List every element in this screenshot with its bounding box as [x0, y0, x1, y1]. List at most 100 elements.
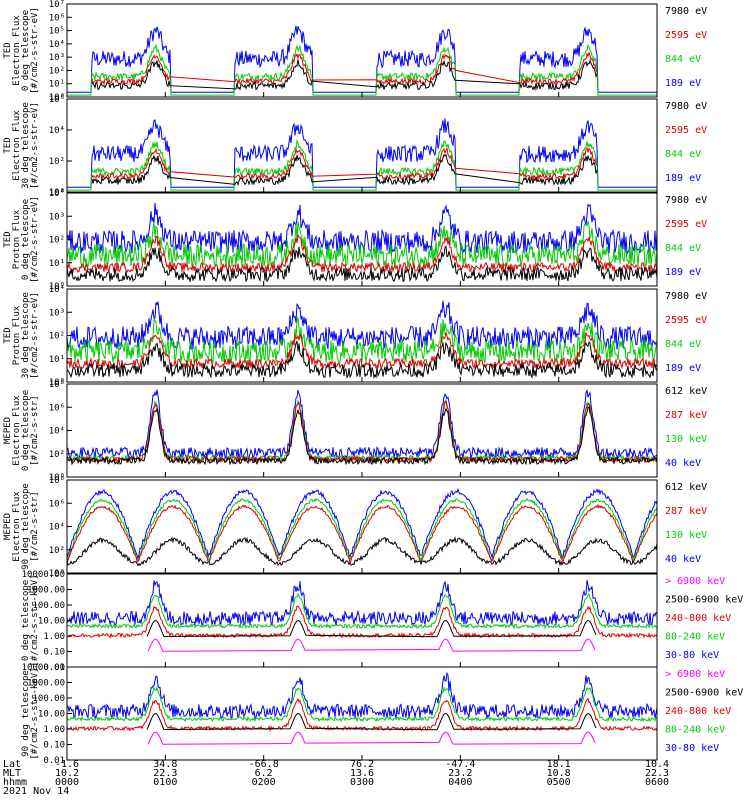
y-tick-label: 10⁴	[49, 427, 65, 437]
y-tick-label: 10¹	[49, 259, 65, 269]
series-trace-g-panel-8	[66, 686, 658, 723]
x-mlt-label: 6.2	[255, 768, 273, 779]
y-tick-label: 1.00	[43, 632, 65, 642]
legend-entry: > 6900 keV	[665, 576, 725, 587]
series-trace-b-panel-5	[66, 388, 658, 461]
legend-entry: 2595 eV	[665, 30, 707, 41]
legend-entry: 30-80 keV	[665, 650, 719, 661]
legend-entry: 240-800 keV	[665, 613, 731, 624]
y-tick-label: 0.10	[43, 741, 65, 751]
series-trace-k-panel-7	[146, 619, 597, 638]
y-tick-label: 10²	[49, 157, 65, 167]
legend-entry: 287 keV	[665, 410, 707, 421]
x-row-label: Lat	[3, 759, 21, 770]
y-tick-label: 10²	[49, 236, 65, 246]
y-axis-label: [#/cm2-s-str]	[30, 395, 40, 465]
series-trace-k-panel-2	[91, 153, 598, 187]
y-axis-label: MEPED	[3, 513, 13, 540]
x-row-label: 2021 Nov 14	[3, 786, 69, 797]
y-tick-label: 10000.00	[22, 570, 65, 580]
y-tick-label: 10⁴	[49, 523, 65, 533]
legend-entry: > 6900 keV	[665, 669, 725, 680]
series-trace-k-panel-8	[146, 712, 597, 731]
x-mlt-label: 10.8	[547, 768, 571, 779]
legend-entry: 2500-6900 keV	[665, 688, 743, 699]
y-axis-label: TED	[3, 42, 13, 58]
legend-entry: 844 eV	[665, 243, 701, 254]
y-tick-label: 100.00	[32, 601, 65, 611]
series-trace-k-panel-3	[66, 245, 658, 284]
y-tick-label: 10⁰	[49, 378, 65, 388]
y-axis-label: TED	[3, 327, 13, 343]
x-row-label: hhmm	[3, 777, 27, 788]
x-hhmm-label: 0200	[252, 777, 276, 788]
y-axis-label: MEPED	[3, 417, 13, 444]
x-lat-label: -47.4	[445, 759, 475, 770]
legend-entry: 40 keV	[665, 458, 701, 469]
legend-entry: 7980 eV	[665, 6, 707, 17]
series-trace-r-panel-8	[66, 697, 658, 733]
series-trace-r-panel-4	[66, 331, 658, 370]
y-tick-label: 10³	[49, 212, 65, 222]
y-tick-label: 10⁴	[49, 40, 65, 50]
legend-entry: 7980 eV	[665, 101, 707, 112]
legend-entry: 80-240 keV	[665, 632, 725, 643]
y-axis-label: [#/cm2-s-str]	[30, 491, 40, 561]
y-tick-label: 10.00	[38, 710, 65, 720]
y-axis-label: Proton Flux	[12, 209, 22, 269]
series-trace-r-panel-7	[67, 605, 658, 639]
x-lat-label: 18.1	[547, 759, 571, 770]
series-trace-k-panel-6	[66, 535, 658, 567]
y-axis-label: [#/cm2-s-str-eV]	[30, 196, 40, 283]
y-tick-label: 1000.00	[27, 586, 65, 596]
legend-entry: 7980 eV	[665, 195, 707, 206]
y-axis-label: TED	[3, 137, 13, 153]
legend-entry: 130 keV	[665, 434, 707, 445]
y-axis-label: [#/cm2-s-str-eV]	[30, 292, 40, 379]
y-tick-label: 10⁴	[49, 189, 65, 199]
series-trace-m-panel-7	[147, 638, 596, 652]
y-tick-label: 10⁰	[49, 282, 65, 292]
series-trace-m-panel-8	[147, 731, 596, 745]
legend-entry: 612 keV	[665, 482, 707, 493]
series-trace-b-panel-7	[66, 580, 658, 627]
y-tick-label: 10⁰	[49, 569, 65, 579]
series-trace-b-panel-1	[67, 25, 657, 93]
legend-entry: 189 eV	[665, 78, 701, 89]
y-tick-label: 10⁶	[49, 95, 65, 105]
y-axis-label: 90 deg telescope	[21, 483, 31, 570]
x-hhmm-label: 0100	[153, 777, 177, 788]
series-trace-b-panel-6	[66, 488, 658, 560]
y-axis-label: Proton Flux	[12, 305, 22, 365]
x-lat-label: -66.8	[249, 759, 279, 770]
y-axis-label: TED	[3, 231, 13, 247]
x-hhmm-label: 0300	[350, 777, 374, 788]
series-trace-k-panel-1	[91, 59, 598, 92]
y-axis-label: Electron Flux	[12, 395, 22, 466]
y-tick-label: 1000.00	[27, 679, 65, 689]
legend-entry: 2500-6900 keV	[665, 595, 743, 606]
y-tick-label: 10¹	[49, 80, 65, 90]
legend-entry: 612 keV	[665, 386, 707, 397]
y-tick-label: 10⁸	[49, 476, 65, 486]
legend-entry: 189 eV	[665, 267, 701, 278]
series-trace-r-panel-2	[91, 147, 598, 181]
legend-entry: 40 keV	[665, 554, 701, 565]
legend-entry: 7980 eV	[665, 291, 707, 302]
series-trace-g-panel-6	[66, 497, 658, 562]
series-trace-b-panel-8	[66, 671, 658, 720]
y-tick-label: 0.10	[43, 648, 65, 658]
series-trace-r-panel-5	[66, 400, 658, 464]
legend-entry: 240-800 keV	[665, 706, 731, 717]
legend-entry: 287 keV	[665, 506, 707, 517]
legend-entry: 30-80 keV	[665, 743, 719, 754]
y-tick-label: 10.00	[38, 617, 65, 627]
y-tick-label: 10²	[49, 66, 65, 76]
x-mlt-label: 22.3	[153, 768, 177, 779]
legend-entry: 2595 eV	[665, 315, 707, 326]
y-tick-label: 10⁷	[49, 0, 65, 10]
legend-entry: 189 eV	[665, 363, 701, 374]
y-tick-label: 10²	[49, 546, 65, 556]
